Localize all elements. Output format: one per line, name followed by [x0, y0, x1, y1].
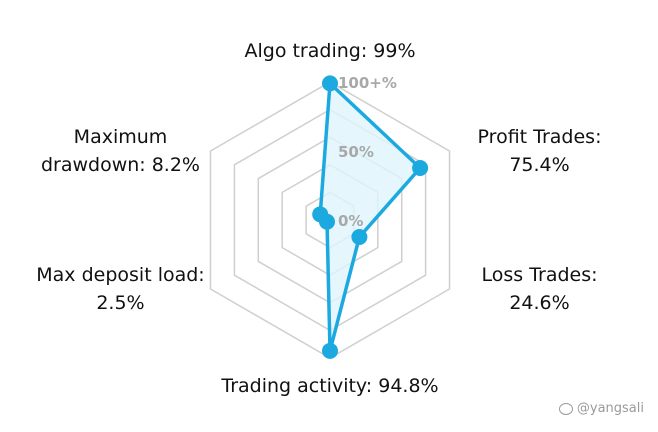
- axis-label: Max deposit load: 2.5%: [36, 264, 204, 314]
- tick-label: 100+%: [338, 74, 397, 92]
- data-point: [351, 228, 368, 245]
- axis-label-line: Profit Trades:: [478, 126, 602, 148]
- data-point: [412, 159, 429, 176]
- axis-label-line: Maximum: [74, 126, 168, 148]
- axis-label-line: Algo trading: 99%: [244, 40, 415, 62]
- axis-label: Algo trading: 99%: [244, 40, 415, 62]
- axis-label-line: drawdown: 8.2%: [41, 154, 200, 176]
- data-point: [312, 206, 329, 223]
- chat-bubble-icon: [558, 402, 573, 415]
- axis-label: Maximum drawdown: 8.2%: [41, 126, 200, 176]
- tick-label: 50%: [338, 143, 374, 161]
- data-point: [322, 75, 338, 92]
- radar-series: [312, 75, 429, 359]
- data-point: [322, 342, 338, 359]
- series-area: [318, 81, 422, 353]
- watermark: @yangsali: [558, 401, 644, 416]
- axis-label: Trading activity: 94.8%: [220, 375, 438, 397]
- radar-axis-labels: Algo trading: 99% Profit Trades: 75.4% Loss…: [36, 40, 601, 397]
- axis-label-line: 2.5%: [96, 292, 144, 314]
- axis-label-line: Max deposit load:: [36, 264, 204, 286]
- axis-label-line: Trading activity: 94.8%: [220, 375, 438, 397]
- watermark-text: @yangsali: [576, 401, 644, 416]
- axis-label: Profit Trades: 75.4%: [478, 126, 602, 176]
- axis-label: Loss Trades: 24.6%: [481, 264, 597, 314]
- axis-label-line: 75.4%: [509, 154, 569, 176]
- radar-ticks: 0% 50% 100+%: [338, 74, 397, 230]
- axis-label-line: Loss Trades:: [481, 264, 597, 286]
- tick-label: 0%: [338, 212, 363, 230]
- axis-label-line: 24.6%: [509, 292, 569, 314]
